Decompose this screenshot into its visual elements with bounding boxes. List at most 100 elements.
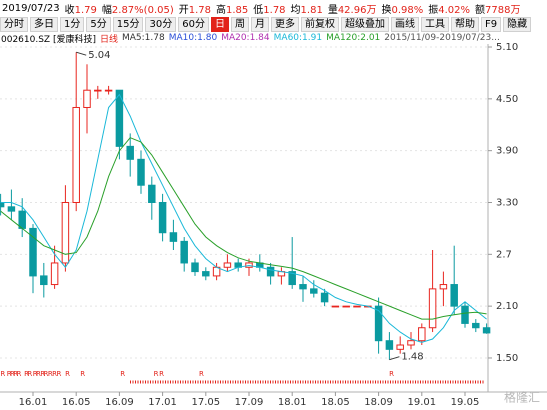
toolbar-button[interactable]: 隐藏 [503,17,532,32]
indicator-bar: 002610.SZ [爱康科技] 日线 MA5:1.78 MA10:1.80 MA2… [0,32,547,44]
toolbar-button[interactable]: 5分 [86,17,111,32]
field-label: 收 [64,4,75,16]
field-label: 额 [475,4,486,16]
y-tick-label: 3.30 [496,197,518,208]
toolbar-button[interactable]: 画线 [390,17,419,32]
candle-body [266,266,275,277]
field-value: 7788万 [485,4,521,16]
candle-body [374,305,383,342]
toolbar-button[interactable]: 帮助 [450,17,479,32]
field-value: 0.98% [391,4,424,16]
toolbar: 分时 多日 1分 5分 15分 30分 60分日周月更多 前复权 超级叠加 画线 工具 帮助 F9 隐藏 [0,17,547,32]
r-marker: R [0,370,5,378]
x-tick-label: 17.09 [235,397,264,408]
candle-body [310,288,318,294]
toolbar-button[interactable]: 分时 [0,17,28,32]
x-tick-label: 17.05 [191,397,220,408]
field-label: 量 [327,4,338,16]
y-tick-label: 1.50 [496,353,518,364]
candle-body [72,106,80,203]
candle-body [191,262,199,273]
quote-field: 低1.78 [253,1,285,16]
annotation-pointer [389,356,400,361]
toolbar-button[interactable]: 多日 [30,17,58,32]
candle-body [439,284,448,290]
quote-field: 额7788万 [475,1,520,16]
quote-field: 换0.98% [381,1,423,16]
toolbar-button[interactable]: 月 [250,17,269,32]
ma-label: MA20:1.84 [221,33,270,43]
candle-body [61,201,70,264]
toolbar-button[interactable]: 日 [210,17,229,32]
candle-body [223,262,232,268]
candle-body [115,89,124,147]
field-label: 幅 [101,4,112,16]
date-range: 2015/11/09-2019/07/23... [384,33,500,43]
quote-field: 收1.79 [65,1,97,16]
toolbar-button[interactable]: 30分 [145,17,177,32]
watermark: 格隆汇 [504,390,540,405]
r-marker: R [13,370,18,378]
candle-body [40,275,48,286]
r-marker: R [36,370,41,378]
y-tick-label: 5.10 [496,42,518,53]
field-value: 1.79 [74,4,97,16]
candle-body [396,344,404,350]
r-marker: R [10,370,15,378]
field-value: 1.81 [300,4,323,16]
x-tick-label: 18.01 [278,397,307,408]
r-marker: R [80,370,85,378]
annotation-pointer [76,51,87,56]
candle-body [418,327,426,342]
y-tick-label: 4.50 [496,94,518,105]
y-tick-label: 2.7 [496,249,512,260]
r-marker: R [27,370,32,378]
toolbar-button[interactable]: 更多 [270,17,299,32]
ma-line [0,137,487,320]
annotation-label: 5.04 [88,50,110,61]
toolbar-button[interactable]: F9 [480,17,502,32]
quote-field: 开1.78 [179,1,211,16]
field-value: 1.78 [263,4,286,16]
annotation-label: 1.48 [401,352,423,363]
candle-body [137,158,145,186]
r-marker: R [48,370,53,378]
candle-body [126,145,134,160]
candle-body [461,305,469,324]
toolbar-button[interactable]: 1分 [60,17,85,32]
y-tick-label: 3.90 [496,146,518,157]
toolbar-button[interactable]: 工具 [420,17,449,32]
candle-body [353,305,361,308]
toolbar-button[interactable]: 15分 [112,17,144,32]
candle-body [482,327,491,334]
candle-body [320,292,329,303]
field-value: 1.78 [188,4,212,16]
field-label: 换 [381,4,392,16]
x-tick-label: 18.05 [321,397,350,408]
candle-body [50,262,59,286]
ma-label: MA60:1.91 [273,33,323,43]
candle-body [288,271,296,286]
quote-field: 均1.81 [291,1,323,16]
toolbar-button[interactable]: 周 [230,17,249,32]
period: 日线 [99,34,118,45]
candle-body [342,305,350,308]
toolbar-button[interactable]: 前复权 [300,17,339,32]
quote-field: 高1.85 [216,1,248,16]
quote-field: 幅2.87%(0.05) [102,1,174,16]
ma-line [0,93,487,343]
r-marker: R [40,370,45,378]
field-label: 均 [290,4,301,16]
toolbar-button[interactable]: 超级叠加 [340,17,389,32]
candle-body [180,240,188,264]
candle-body [104,89,113,92]
candle-body [169,232,178,242]
quote-date: 2019/07/23 [2,2,60,14]
candle-body [428,288,437,329]
quote-field: 振4.02% [428,1,470,16]
x-tick-label: 17.01 [148,397,177,408]
toolbar-button[interactable]: 60分 [178,17,209,32]
candle-body [331,305,340,308]
candle-body [7,206,16,212]
